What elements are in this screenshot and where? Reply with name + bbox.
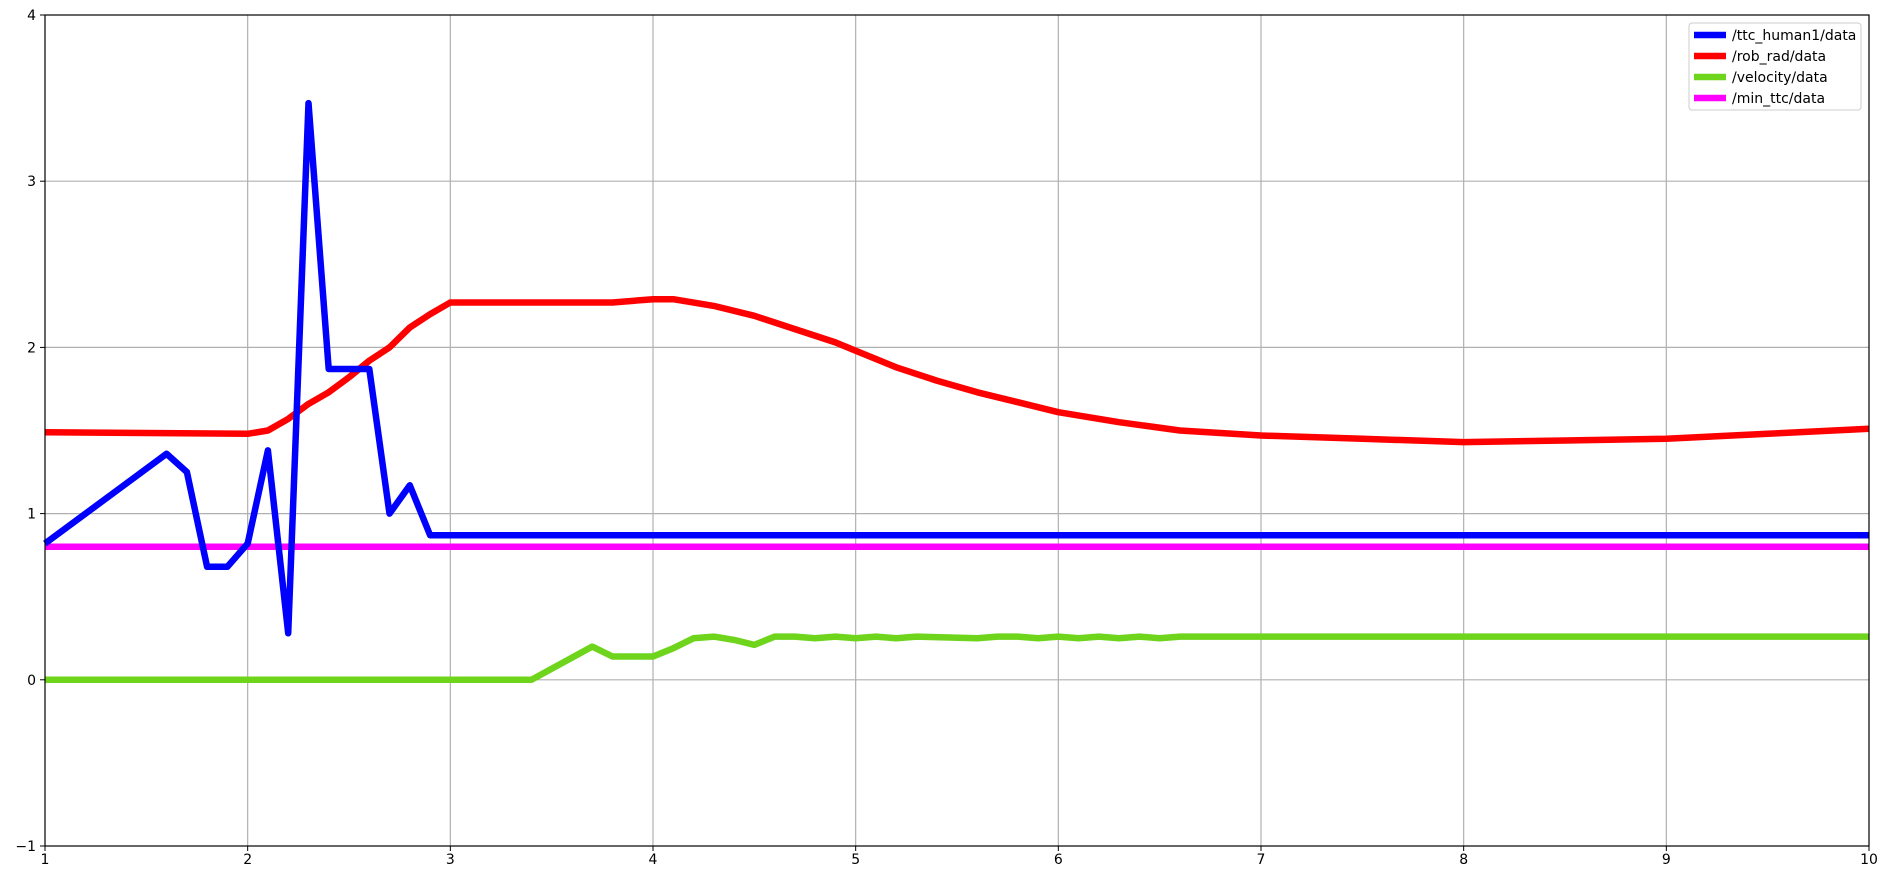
x-tick-label: 7 — [1257, 852, 1266, 868]
legend: /ttc_human1/data/rob_rad/data/velocity/d… — [1688, 22, 1862, 111]
series-line — [44, 295, 1870, 446]
series-line — [43, 99, 1869, 637]
legend-label: /velocity/data — [1732, 70, 1828, 86]
y-tick-label: 3 — [27, 174, 36, 190]
y-tick-label: 4 — [27, 8, 36, 24]
x-tick-label: 9 — [1662, 852, 1671, 868]
x-tick-label: 5 — [851, 852, 860, 868]
series-line — [45, 633, 1869, 684]
y-tick-label: 0 — [27, 673, 36, 689]
plot-frame — [44, 14, 1870, 847]
legend-label: /ttc_human1/data — [1732, 28, 1856, 44]
data-series — [43, 99, 1870, 684]
x-tick-label: 6 — [1054, 852, 1063, 868]
x-tick-label: 4 — [649, 852, 658, 868]
y-tick-label: 2 — [27, 340, 36, 356]
x-tick-label: 10 — [1860, 852, 1878, 868]
x-tick-label: 8 — [1459, 852, 1468, 868]
x-tick-label: 1 — [41, 852, 50, 868]
legend-label: /rob_rad/data — [1732, 49, 1826, 65]
axis-ticks: 1 2 3 4 5 6 7 8 9 10 −1 0 1 2 3 4 — [15, 8, 1878, 868]
y-tick-label: 1 — [27, 507, 36, 523]
y-tick-label: −1 — [15, 839, 36, 855]
legend-label: /min_ttc/data — [1732, 91, 1825, 107]
legend-box — [1688, 22, 1862, 111]
x-tick-label: 2 — [243, 852, 252, 868]
x-tick-label: 3 — [446, 852, 455, 868]
